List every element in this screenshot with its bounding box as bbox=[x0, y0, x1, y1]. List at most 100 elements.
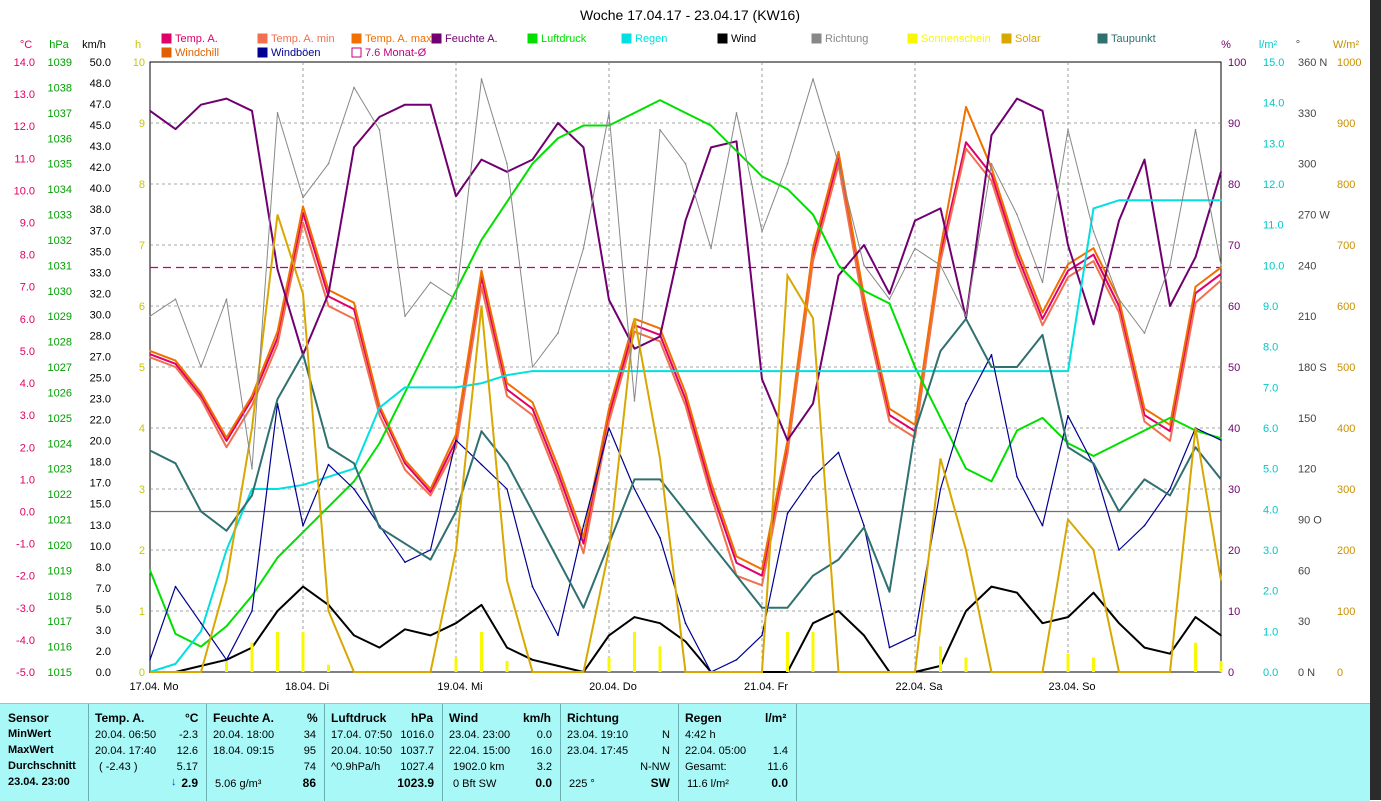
axis-tick-pressure: 1021 bbox=[48, 515, 72, 527]
x-tick-label: 23.04. So bbox=[1048, 681, 1095, 693]
series-temp-a-point bbox=[404, 462, 406, 465]
axis-tick-direction: 270 W bbox=[1298, 210, 1330, 222]
sunshine-bar bbox=[301, 632, 305, 672]
series-feuchte-a-point bbox=[837, 274, 840, 277]
series-windb-en-point bbox=[1220, 439, 1222, 442]
series-taupunkt-point bbox=[149, 449, 151, 452]
series-temp-a-min-point bbox=[1067, 276, 1069, 278]
series-regen-point bbox=[735, 370, 738, 372]
series-wind-point bbox=[200, 665, 202, 667]
axis-tick-solar: 600 bbox=[1337, 301, 1355, 313]
axis-tick-wind: 42.0 bbox=[90, 162, 111, 174]
series-windb-en-point bbox=[863, 524, 865, 527]
series-luftdruck-point bbox=[1143, 429, 1146, 432]
series-wind-point bbox=[480, 604, 483, 606]
axis-unit-wind: km/h bbox=[82, 39, 106, 51]
series-windb-en-point bbox=[939, 488, 942, 490]
series-wind-point bbox=[812, 622, 814, 624]
series-temp-a-min-point bbox=[939, 260, 942, 262]
wind-distance: 1902.0 km bbox=[453, 761, 505, 773]
series-taupunkt-point bbox=[1220, 478, 1222, 481]
series-luftdruck-point bbox=[378, 442, 381, 445]
wind-header: Wind bbox=[449, 711, 479, 725]
axis-tick-pressure: 1015 bbox=[48, 667, 72, 679]
series-temp-a-point bbox=[149, 353, 151, 355]
axis-tick-rain: 0.0 bbox=[1263, 667, 1278, 679]
series-feuchte-a-point bbox=[608, 299, 610, 301]
axis-tick-wind: 3.0 bbox=[96, 625, 111, 637]
direction-min-value: N bbox=[662, 729, 670, 741]
legend-swatch-regen bbox=[621, 33, 632, 44]
series-richtung-point bbox=[939, 264, 942, 267]
axis-tick-sun: 4 bbox=[139, 423, 145, 435]
series-temp-a-max-point bbox=[914, 423, 916, 426]
series-temp-a-min-point bbox=[761, 584, 763, 587]
direction-header: Richtung bbox=[567, 711, 619, 725]
series-temp-a-point bbox=[225, 440, 228, 442]
axis-tick-pressure: 1029 bbox=[48, 311, 72, 323]
series-temp-a-min-point bbox=[378, 414, 381, 416]
axis-tick-temp: -3.0 bbox=[16, 603, 35, 615]
series-windb-en-point bbox=[531, 585, 534, 588]
axis-tick-rain: 9.0 bbox=[1263, 301, 1278, 313]
series-richtung-point bbox=[455, 298, 457, 301]
series-temp-a-max-point bbox=[276, 330, 279, 333]
series-luftdruck-point bbox=[251, 594, 253, 597]
series-temp-a-max-point bbox=[1041, 311, 1044, 314]
series-temp-a-max-point bbox=[965, 106, 967, 108]
series-taupunkt-point bbox=[965, 318, 967, 320]
series-regen-point bbox=[990, 370, 993, 372]
axis-tick-wind: 35.0 bbox=[90, 246, 111, 258]
pressure-min-date: 17.04. 07:50 bbox=[331, 729, 393, 741]
series-taupunkt-point bbox=[302, 353, 304, 355]
axis-tick-rain: 2.0 bbox=[1263, 586, 1278, 598]
series-temp-a-min-point bbox=[786, 452, 789, 455]
legend-swatch-taupunkt bbox=[1097, 33, 1108, 44]
legend-label-windb-en: Windböen bbox=[271, 47, 321, 59]
sunshine-bar bbox=[225, 661, 228, 672]
axis-tick-rain: 8.0 bbox=[1263, 342, 1278, 354]
axis-tick-solar: 1000 bbox=[1337, 57, 1361, 69]
series-richtung-point bbox=[1118, 298, 1120, 301]
axis-tick-direction: 360 N bbox=[1298, 57, 1327, 69]
series-temp-a-max-point bbox=[939, 247, 942, 250]
series-regen-point bbox=[608, 370, 610, 372]
humidity-max-value: 95 bbox=[303, 745, 316, 757]
axis-tick-humidity: 40 bbox=[1228, 423, 1240, 435]
series-richtung-point bbox=[378, 128, 381, 131]
series-taupunkt-point bbox=[404, 542, 406, 545]
series-feuchte-a-point bbox=[531, 158, 534, 161]
series-wind-point bbox=[429, 634, 432, 637]
series-wind-point bbox=[965, 610, 967, 612]
axis-tick-wind: 27.0 bbox=[90, 351, 111, 363]
temp-min-date: 20.04. 06:50 bbox=[95, 729, 157, 741]
series-temp-a-min-point bbox=[1169, 440, 1171, 442]
series-temp-a-max-point bbox=[608, 407, 610, 410]
axis-tick-temp: 13.0 bbox=[14, 89, 35, 101]
series-taupunkt-point bbox=[1118, 510, 1120, 513]
series-temp-a-min-point bbox=[455, 446, 457, 449]
statistics-panel: Sensor MinWert MaxWert Durchschnitt 23.0… bbox=[0, 703, 1370, 801]
axis-tick-wind: 25.0 bbox=[90, 373, 111, 385]
series-taupunkt-point bbox=[761, 606, 763, 609]
humidity-abs: 5.06 g/m³ bbox=[215, 778, 262, 790]
series-temp-a-point bbox=[1016, 253, 1018, 256]
weather-chart-area: Woche 17.04.17 - 23.04.17 (KW16) Temp. A.… bbox=[13, 7, 1362, 693]
axis-tick-solar: 800 bbox=[1337, 179, 1355, 191]
x-tick-label: 17.04. Mo bbox=[130, 681, 179, 693]
axis-tick-sun: 9 bbox=[139, 118, 145, 130]
series-luftdruck-point bbox=[480, 239, 483, 241]
series-richtung-point bbox=[1041, 281, 1044, 284]
series-regen-point bbox=[1118, 199, 1120, 202]
axis-tick-temp: 7.0 bbox=[20, 282, 35, 294]
series-windb-en-point bbox=[1169, 488, 1171, 490]
series-temp-a-max-point bbox=[710, 481, 712, 484]
axis-tick-pressure: 1037 bbox=[48, 108, 72, 120]
rain-max-value: 1.4 bbox=[772, 745, 788, 757]
sunshine-bar bbox=[1219, 661, 1223, 672]
series-feuchte-a-point bbox=[812, 402, 814, 405]
series-feuchte-a-point bbox=[404, 103, 406, 106]
direction-current: SW bbox=[650, 776, 670, 790]
series-feuchte-a-point bbox=[149, 110, 151, 112]
series-regen-point bbox=[786, 370, 789, 372]
